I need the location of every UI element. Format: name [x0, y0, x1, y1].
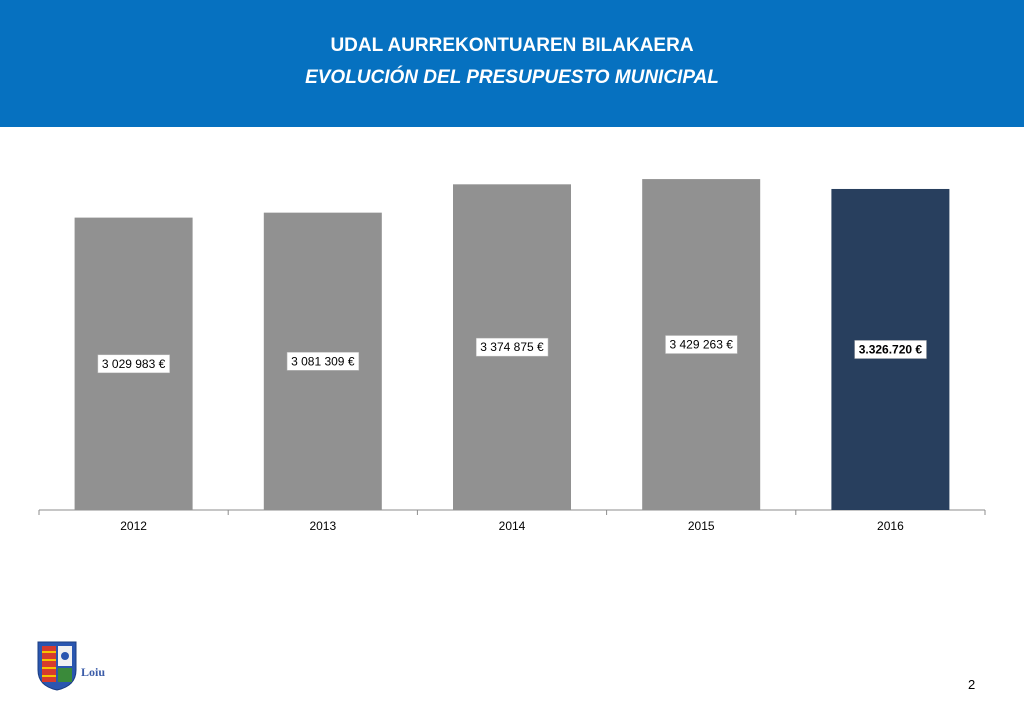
- loiu-coat-of-arms-icon: [37, 641, 77, 691]
- page-number: 2: [968, 677, 976, 692]
- data-label: 3.326.720 €: [859, 342, 923, 356]
- data-label-box: [854, 340, 927, 359]
- page-title: UDAL AURREKONTUAREN BILAKAERA: [330, 35, 694, 56]
- x-tick-label: 2015: [688, 519, 715, 533]
- data-label: 3 374 875 €: [480, 340, 544, 354]
- header-banner: UDAL AURREKONTUAREN BILAKAERA EVOLUCIÓN …: [0, 0, 1024, 127]
- data-label: 3 429 263 €: [669, 338, 733, 352]
- data-label-box: [665, 335, 738, 354]
- x-tick-label: 2012: [120, 519, 147, 533]
- data-label: 3 081 309 €: [291, 354, 355, 368]
- x-tick-label: 2013: [309, 519, 336, 533]
- data-label-box: [286, 352, 360, 371]
- data-label: 3 029 983 €: [102, 357, 166, 371]
- data-label-box: [97, 354, 170, 374]
- page-subtitle: EVOLUCIÓN DEL PRESUPUESTO MUNICIPAL: [305, 67, 719, 88]
- x-tick-label: 2016: [877, 519, 904, 533]
- logo-label: Loiu: [81, 665, 106, 679]
- data-label-box: [476, 337, 549, 357]
- x-tick-label: 2014: [499, 519, 526, 533]
